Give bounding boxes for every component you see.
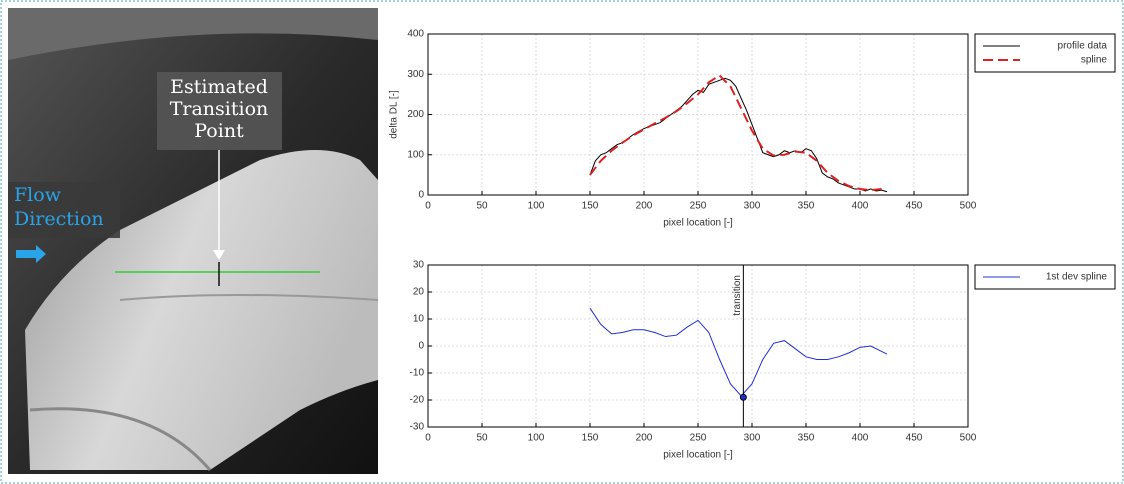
- annotation-text: Flow: [14, 184, 62, 206]
- y-axis-label: delta DL [-]: [389, 90, 400, 139]
- x-tick-label: 50: [476, 201, 488, 212]
- x-tick-label: 0: [425, 433, 431, 444]
- x-tick-label: 500: [960, 201, 977, 212]
- plot-area: [427, 33, 969, 196]
- annotation-text: transition: [732, 275, 743, 316]
- x-tick-label: 350: [798, 201, 815, 212]
- x-tick-label: 50: [476, 433, 488, 444]
- x-tick-label: 450: [906, 433, 923, 444]
- series-line: [589, 307, 888, 397]
- y-tick-label: 200: [407, 109, 424, 120]
- x-tick-label: 450: [906, 201, 923, 212]
- x-tick-label: 150: [582, 433, 599, 444]
- annotation-marker: [739, 393, 747, 401]
- x-tick-label: 150: [582, 201, 599, 212]
- series-line: [589, 74, 882, 192]
- x-tick-label: 100: [528, 201, 545, 212]
- x-axis-label: pixel location [-]: [663, 218, 733, 229]
- legend-label: spline: [1081, 55, 1108, 66]
- y-tick-label: -30: [410, 422, 425, 433]
- y-tick-label: 30: [413, 260, 425, 271]
- y-tick-label: 0: [418, 341, 424, 352]
- x-axis-label: pixel location [-]: [663, 450, 733, 461]
- legend-box: [974, 33, 1116, 73]
- annotation-text: Estimated: [170, 76, 268, 98]
- x-tick-label: 200: [636, 433, 653, 444]
- y-tick-label: -10: [410, 368, 425, 379]
- x-tick-label: 250: [690, 201, 707, 212]
- x-tick-label: 200: [636, 201, 653, 212]
- x-tick-label: 300: [744, 433, 761, 444]
- y-tick-label: 20: [413, 287, 425, 298]
- legend-label: profile data: [1058, 41, 1108, 52]
- y-tick-label: -20: [410, 395, 425, 406]
- y-tick-label: 400: [407, 29, 424, 40]
- plot-area: [427, 264, 969, 428]
- annotation-text: Transition: [170, 98, 269, 120]
- y-tick-label: 100: [407, 149, 424, 160]
- legend-label: 1st dev spline: [1046, 272, 1108, 283]
- y-tick-label: 10: [413, 314, 425, 325]
- annotation-text: Direction: [14, 208, 104, 230]
- x-tick-label: 100: [528, 433, 545, 444]
- y-tick-label: 300: [407, 69, 424, 80]
- x-tick-label: 0: [425, 201, 431, 212]
- annotation-text: Point: [194, 120, 244, 142]
- x-tick-label: 250: [690, 433, 707, 444]
- x-tick-label: 350: [798, 433, 815, 444]
- x-tick-label: 500: [960, 433, 977, 444]
- x-tick-label: 300: [744, 201, 761, 212]
- y-tick-label: 0: [418, 190, 424, 201]
- x-tick-label: 400: [852, 201, 869, 212]
- photo: [8, 8, 379, 474]
- x-tick-label: 400: [852, 433, 869, 444]
